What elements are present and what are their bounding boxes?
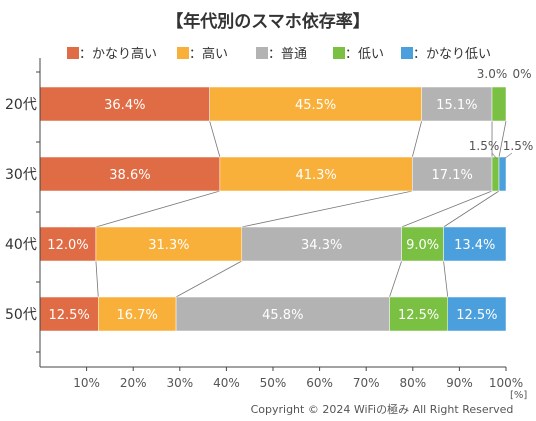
connector-line xyxy=(95,260,99,298)
legend-label: ：かなり低い xyxy=(413,47,491,62)
bar-segment xyxy=(443,226,507,262)
x-tick-label: 30% xyxy=(166,376,193,390)
bar-segment xyxy=(401,226,444,262)
x-tick-label: 80% xyxy=(399,376,426,390)
data-label: 3.0% xyxy=(477,67,508,81)
connector-line xyxy=(95,190,220,228)
legend-swatch xyxy=(333,47,345,59)
legend: ：かなり高い ：高い ：普通 ：低い ：かなり低い xyxy=(67,46,491,62)
bar-segment xyxy=(412,156,493,192)
connector-line xyxy=(443,260,449,298)
x-tick-label: 70% xyxy=(353,376,380,390)
category-label: 20代 xyxy=(5,97,37,113)
bar-segment xyxy=(98,296,177,332)
bar-segment xyxy=(241,226,402,262)
data-label: 45.8% xyxy=(262,308,303,323)
bar-segment xyxy=(421,86,493,122)
bar-segment xyxy=(95,226,243,262)
bar-segment xyxy=(491,156,500,192)
legend-label: ：低い xyxy=(345,47,384,62)
connector-line xyxy=(209,120,221,158)
data-label: 1.5% xyxy=(503,139,534,153)
data-label: 17.1% xyxy=(432,168,473,183)
chart-title: 【年代別のスマホ依存率】 xyxy=(166,11,370,32)
bars: 20代 36.4% 45.5% 15.1% 30代 38.6% 41.3% 17.1% 40代 1… xyxy=(5,67,534,332)
leader-line xyxy=(503,152,513,160)
connector-line xyxy=(241,190,413,228)
data-label: 45.5% xyxy=(295,98,336,113)
category-label: 30代 xyxy=(5,167,37,183)
connector-line xyxy=(411,120,423,158)
x-tick-label: 20% xyxy=(120,376,147,390)
data-label: 12.5% xyxy=(48,308,89,323)
copyright-text: Copyright © 2024 WiFiの極み All Right Reser… xyxy=(251,402,514,416)
data-label: 34.3% xyxy=(301,238,342,253)
bar-segment xyxy=(39,226,97,262)
bar-segment xyxy=(491,86,507,122)
bar-segment xyxy=(498,156,507,192)
connector-line xyxy=(389,260,402,298)
data-label: 12.0% xyxy=(47,238,88,253)
leader-line xyxy=(491,152,498,160)
data-label: 15.1% xyxy=(436,98,477,113)
legend-label: ：普通 xyxy=(268,47,307,62)
x-tick-label: 60% xyxy=(306,376,333,390)
bar-segment xyxy=(209,86,422,122)
data-label: 41.3% xyxy=(295,168,336,183)
data-label: 0% xyxy=(512,67,531,81)
legend-swatch xyxy=(177,47,189,59)
connector-line xyxy=(175,260,242,298)
bar-segment xyxy=(175,296,390,332)
data-label: 12.5% xyxy=(456,308,497,323)
data-label: 16.7% xyxy=(117,308,158,323)
data-label: 38.6% xyxy=(109,168,150,183)
connector-line xyxy=(401,190,493,228)
bar-segment xyxy=(39,156,221,192)
data-label: 13.4% xyxy=(454,238,495,253)
data-label: 1.5% xyxy=(469,139,500,153)
bar-segment xyxy=(39,296,99,332)
x-axis-unit: [%] xyxy=(510,390,527,401)
legend-swatch xyxy=(67,47,79,59)
bar-segment xyxy=(389,296,448,332)
axes: 10% 20% 30% 40% 50% 60% 70% 80% 90% 100% xyxy=(36,58,523,390)
legend-label: ：かなり高い xyxy=(79,46,157,62)
x-tick-label: 10% xyxy=(73,376,100,390)
connector-lines xyxy=(95,120,507,298)
data-label: 9.0% xyxy=(406,238,439,253)
bar-segment xyxy=(447,296,507,332)
x-tick-label: 50% xyxy=(260,376,287,390)
x-tick-label: 100% xyxy=(489,376,523,390)
x-tick-label: 40% xyxy=(213,376,240,390)
data-label: 12.5% xyxy=(398,308,439,323)
x-tick-label: 90% xyxy=(446,376,473,390)
legend-label: ：高い xyxy=(189,46,228,62)
category-label: 40代 xyxy=(5,237,37,253)
connector-line xyxy=(443,190,500,228)
category-label: 50代 xyxy=(5,307,37,323)
data-label: 36.4% xyxy=(104,98,145,113)
connector-line xyxy=(498,120,507,158)
legend-swatch xyxy=(256,47,268,59)
legend-swatch xyxy=(401,47,413,59)
data-label: 31.3% xyxy=(148,238,189,253)
